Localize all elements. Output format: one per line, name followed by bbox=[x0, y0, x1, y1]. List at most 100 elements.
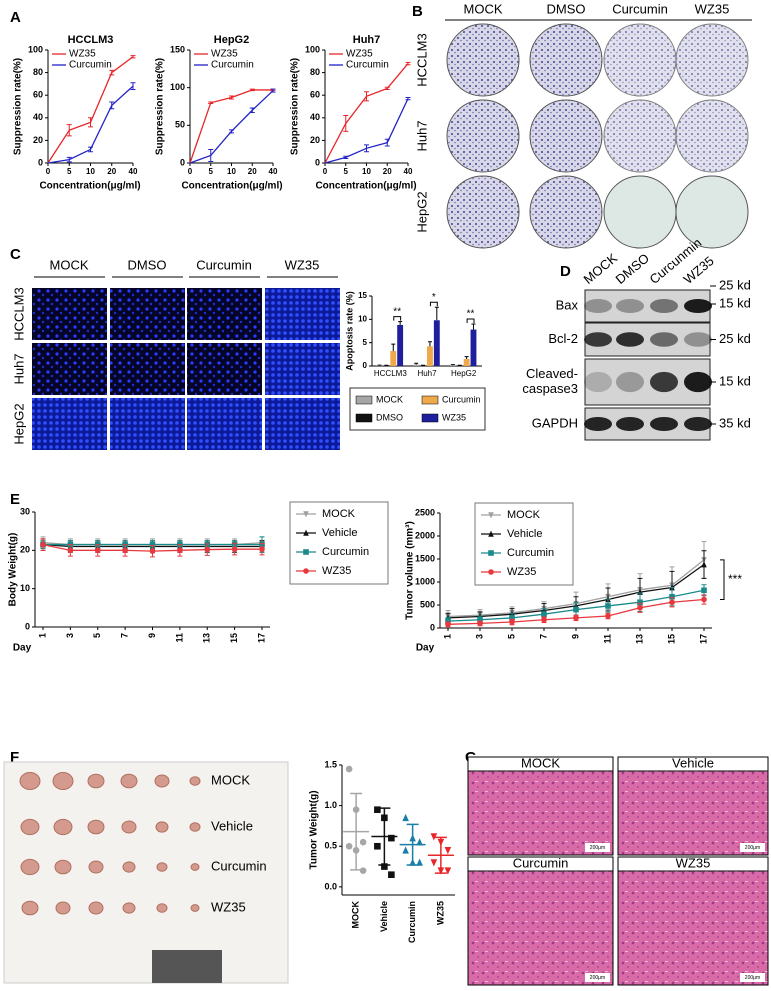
y-tick-label: 0 bbox=[315, 157, 320, 167]
y-axis-label: Tumor Weight(g) bbox=[309, 790, 320, 869]
tumor bbox=[88, 901, 104, 915]
marker bbox=[303, 568, 309, 574]
blot-band bbox=[584, 371, 612, 393]
tumor bbox=[189, 776, 201, 786]
marker bbox=[345, 842, 353, 850]
row-label: Bax bbox=[556, 297, 579, 312]
row-label: Cleaved- bbox=[526, 366, 578, 381]
panel-letter: E bbox=[10, 491, 20, 508]
tumor bbox=[20, 818, 40, 836]
marker bbox=[416, 858, 423, 866]
fluorescence-image bbox=[32, 343, 107, 395]
x-tick-label: 5 bbox=[67, 167, 72, 176]
tumor bbox=[155, 821, 169, 833]
error-bar bbox=[343, 155, 349, 159]
marker bbox=[388, 871, 395, 878]
tumor bbox=[156, 903, 168, 913]
y-tick-label: 80 bbox=[33, 67, 43, 77]
y-tick-label: 1.0 bbox=[324, 800, 337, 810]
x-tick-label: 10 bbox=[86, 167, 95, 176]
marker bbox=[701, 587, 707, 594]
marker bbox=[477, 620, 483, 627]
marker bbox=[541, 616, 547, 623]
colony-plate bbox=[675, 99, 749, 173]
tumor bbox=[87, 773, 105, 789]
tumor bbox=[21, 900, 39, 916]
marker bbox=[445, 621, 451, 628]
marker bbox=[374, 842, 381, 850]
colony-plate bbox=[529, 99, 603, 173]
legend-label: DMSO bbox=[376, 412, 403, 422]
error-bar bbox=[405, 96, 411, 101]
tumor bbox=[154, 774, 170, 788]
marker bbox=[430, 833, 438, 841]
x-tick-label: 40 bbox=[404, 167, 413, 176]
legend-label: WZ35 bbox=[69, 49, 96, 60]
marker bbox=[445, 618, 451, 624]
marker bbox=[701, 596, 707, 603]
bar bbox=[470, 329, 477, 366]
group-label: Vehicle bbox=[211, 818, 253, 833]
marker bbox=[149, 541, 156, 548]
bar bbox=[463, 359, 470, 366]
error-bar bbox=[249, 107, 255, 114]
x-tick-label: 40 bbox=[129, 167, 138, 176]
error-bar bbox=[208, 148, 214, 162]
colony-plate bbox=[603, 99, 677, 173]
marker bbox=[374, 806, 381, 813]
marker bbox=[669, 593, 675, 600]
x-tick-label: 11 bbox=[174, 633, 184, 643]
significance-label: ** bbox=[467, 309, 475, 320]
ruler bbox=[152, 950, 222, 983]
legend-box bbox=[349, 387, 486, 431]
y-tick-label: 40 bbox=[310, 112, 320, 122]
legend-label: Vehicle bbox=[322, 527, 357, 539]
x-tick-label: 20 bbox=[248, 167, 257, 176]
x-tick-label: 15 bbox=[229, 633, 239, 643]
y-tick-label: 15 bbox=[358, 291, 367, 300]
row-label: Huh7 bbox=[11, 353, 26, 384]
x-tick-label: 3 bbox=[474, 634, 484, 639]
chart-title: HCCLM3 bbox=[68, 34, 114, 46]
x-tick-label: HepG2 bbox=[451, 369, 477, 378]
legend-label: Vehicle bbox=[507, 528, 542, 540]
blot-band bbox=[616, 332, 644, 347]
fluorescence-image bbox=[187, 398, 262, 450]
tumor bbox=[19, 772, 41, 790]
error-bar bbox=[434, 306, 439, 321]
legend-label: WZ35 bbox=[507, 566, 536, 578]
colony-plate bbox=[675, 175, 749, 249]
x-axis-label: Day bbox=[13, 643, 32, 654]
marker bbox=[149, 548, 156, 554]
legend-label: Curcumin bbox=[442, 394, 481, 404]
column-header: WZ35 bbox=[285, 257, 320, 272]
error-bar bbox=[364, 144, 369, 153]
tumor bbox=[54, 859, 72, 875]
significance-label: * bbox=[432, 292, 436, 303]
y-tick-label: 150 bbox=[170, 44, 185, 54]
y-tick-label: 0 bbox=[430, 622, 435, 632]
error-bar bbox=[229, 129, 234, 134]
column-header: MOCK bbox=[464, 1, 503, 16]
y-tick-label: 10 bbox=[20, 583, 30, 593]
y-tick-label: 0 bbox=[180, 157, 185, 167]
legend-label: Curcumin bbox=[507, 547, 554, 559]
legend-label: MOCK bbox=[376, 394, 403, 404]
y-tick-label: 40 bbox=[33, 112, 43, 122]
fluorescence-image bbox=[265, 288, 340, 340]
blot-band bbox=[650, 298, 678, 314]
x-tick-label: 5 bbox=[344, 167, 349, 176]
scale-bar-label: 200μm bbox=[745, 845, 760, 851]
blot-band bbox=[650, 332, 678, 347]
marker bbox=[605, 603, 611, 609]
x-tick-label: Vehicle bbox=[379, 901, 389, 932]
x-tick-label: 15 bbox=[666, 634, 676, 644]
blot-band bbox=[650, 416, 678, 432]
error-bar bbox=[66, 156, 72, 163]
bar bbox=[449, 365, 456, 366]
y-tick-label: 0.5 bbox=[324, 841, 337, 851]
marker bbox=[402, 813, 409, 822]
error-bar bbox=[109, 69, 115, 76]
legend-label: WZ35 bbox=[322, 565, 351, 577]
marker bbox=[488, 569, 494, 575]
